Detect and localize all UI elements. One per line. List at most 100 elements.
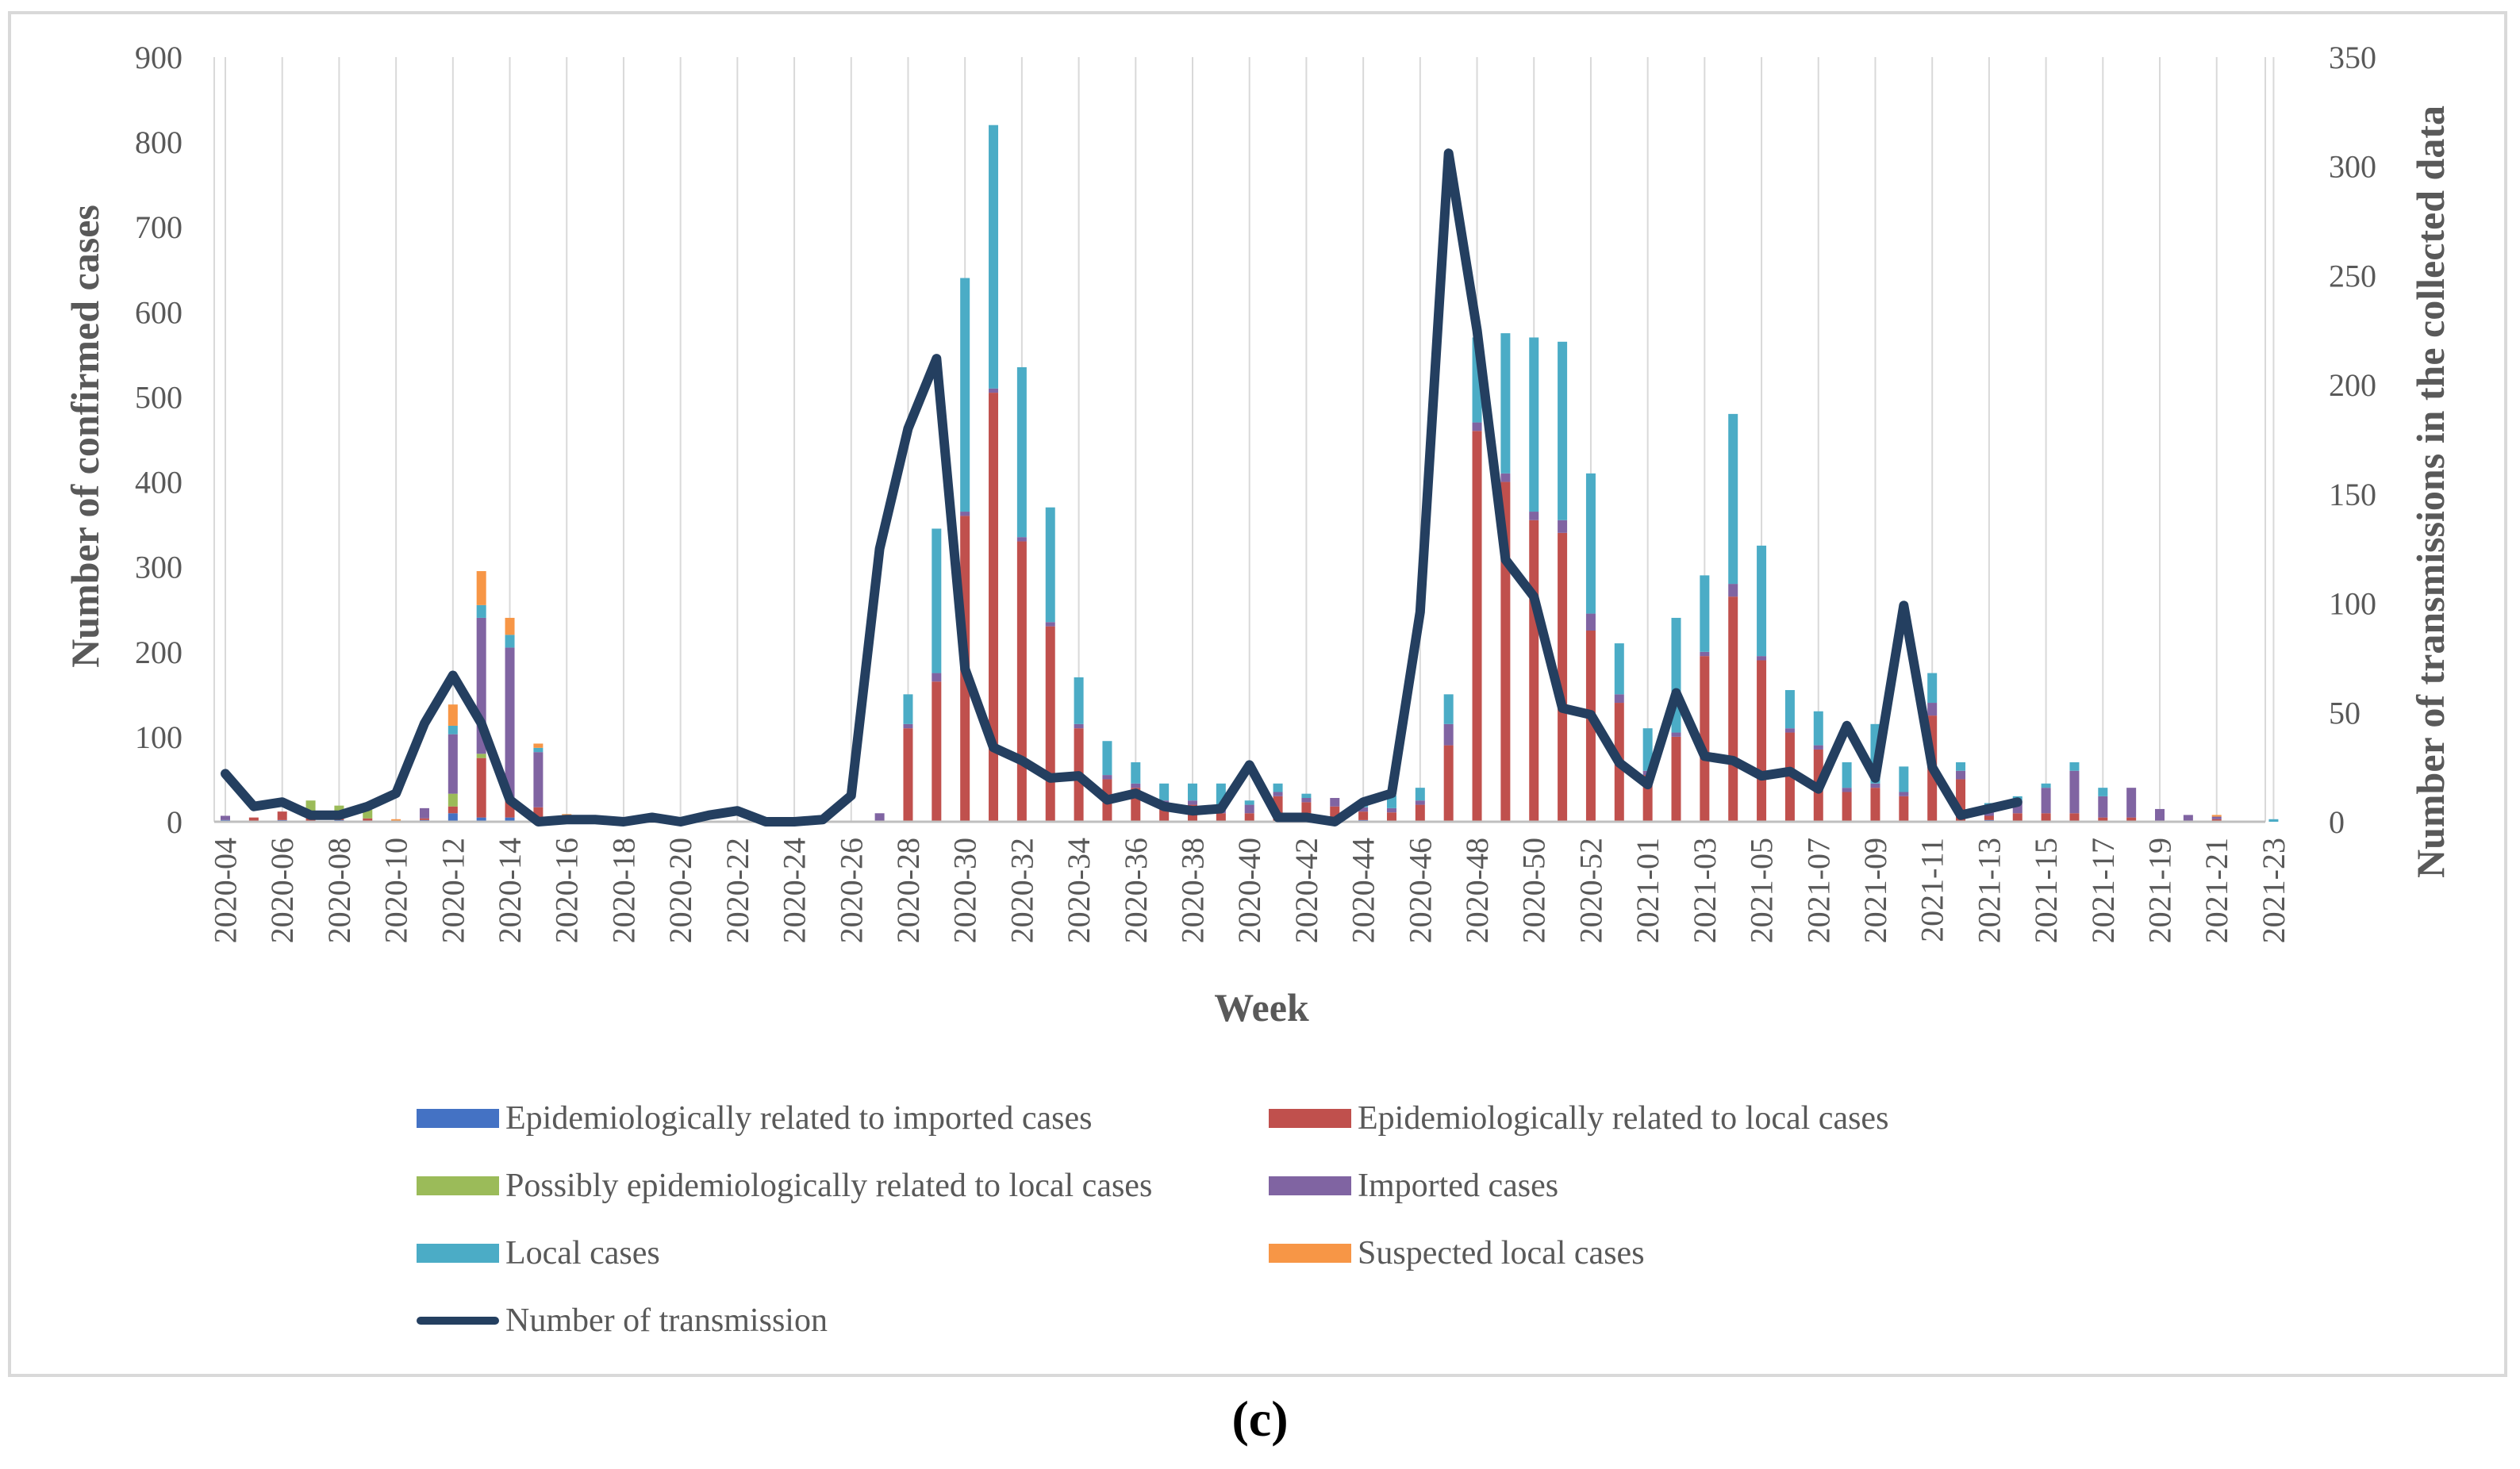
- bar-segment: [391, 819, 401, 821]
- x-tick-label: 2021-21: [2199, 838, 2234, 943]
- bar-segment: [448, 806, 458, 814]
- bar-segment: [1074, 677, 1084, 724]
- legend-item-possibly-epi: Possibly epidemiologically related to lo…: [417, 1162, 1152, 1210]
- y-right-tick-label: 0: [2329, 804, 2345, 840]
- bar-segment: [1244, 800, 1254, 805]
- bar-segment: [1131, 783, 1141, 788]
- bar-segment: [1443, 745, 1454, 822]
- bar-segment: [1614, 694, 1624, 704]
- bar-segment: [903, 694, 913, 724]
- figure-caption: (c): [1231, 1390, 1289, 1447]
- bar-segment: [1899, 792, 1909, 796]
- bar-segment: [1899, 796, 1909, 822]
- bar-segment: [476, 604, 486, 618]
- bar-segment: [989, 125, 999, 389]
- bar-segment: [874, 813, 885, 822]
- bar-segment: [932, 673, 942, 682]
- y-right-tick-label: 250: [2329, 258, 2376, 293]
- bar-segment: [277, 811, 287, 820]
- bar-segment: [2155, 808, 2165, 822]
- x-tick-label: 2020-28: [890, 838, 926, 943]
- bar-segment: [533, 743, 544, 748]
- bar-segment: [1244, 813, 1254, 822]
- y-left-tick-label: 400: [135, 465, 182, 501]
- bar-segment: [448, 704, 458, 726]
- y-axis-right-title: Number of transmissions in the collected…: [2408, 105, 2453, 878]
- legend-swatch: [417, 1109, 499, 1128]
- bar-segment: [2098, 788, 2108, 796]
- x-tick-label: 2020-30: [947, 838, 983, 943]
- bar-segment: [2041, 813, 2051, 822]
- bar-segment: [476, 817, 486, 822]
- bar-segment: [1472, 431, 1482, 822]
- bar-segment: [448, 813, 458, 822]
- bar-segment: [533, 747, 544, 753]
- bar-segment: [1984, 815, 1994, 820]
- bar-segment: [363, 818, 373, 821]
- legend-label: Number of transmission: [505, 1302, 828, 1339]
- bar-segment: [989, 393, 999, 823]
- y-right-tick-label: 50: [2329, 695, 2361, 731]
- bar-segment: [1358, 811, 1369, 820]
- y-left-tick-label: 700: [135, 209, 182, 245]
- bar-segment: [1585, 631, 1596, 822]
- x-axis-title: Week: [1214, 985, 1309, 1030]
- x-tick-label: 2020-20: [663, 838, 698, 943]
- bar-segment: [476, 758, 486, 818]
- x-tick-label: 2021-07: [1800, 838, 1836, 943]
- y-right-tick-label: 200: [2329, 367, 2376, 403]
- bar-segment: [2268, 819, 2279, 822]
- y-left-tick-label: 100: [135, 719, 182, 755]
- x-tick-label: 2020-16: [549, 838, 585, 943]
- legend-swatch: [1269, 1109, 1351, 1128]
- legend-swatch: [1269, 1244, 1351, 1263]
- bar-segment: [1558, 520, 1568, 533]
- bar-segment: [1614, 643, 1624, 695]
- bar-segment: [505, 817, 515, 822]
- bar-segment: [2041, 783, 2051, 788]
- y-right-tick-label: 100: [2329, 586, 2376, 622]
- bar-segment: [1016, 366, 1027, 538]
- bar-segment: [1016, 537, 1027, 542]
- bar-segment: [505, 617, 515, 635]
- y-right-tick-label: 150: [2329, 477, 2376, 512]
- legend-item-epi-local: Epidemiologically related to local cases: [1269, 1095, 1888, 1142]
- bar-segment: [1472, 422, 1482, 431]
- bar-segment: [903, 723, 913, 729]
- bar-segment: [1301, 793, 1312, 799]
- x-tick-label: 2021-11: [1915, 838, 1950, 942]
- bar-segment: [248, 817, 259, 822]
- bar-segment: [419, 807, 429, 819]
- bar-segment: [1045, 622, 1055, 627]
- bar-segment: [1728, 413, 1738, 585]
- legend-item-suspected: Suspected local cases: [1269, 1229, 1645, 1277]
- legend-label: Possibly epidemiologically related to lo…: [505, 1168, 1153, 1204]
- bar-segment: [1671, 732, 1681, 737]
- x-tick-label: 2021-01: [1630, 838, 1665, 943]
- bar-segment: [1558, 341, 1568, 520]
- bar-segment: [1842, 762, 1852, 788]
- bar-segment: [932, 528, 942, 673]
- x-tick-label: 2021-15: [2028, 838, 2064, 943]
- bar-segment: [1757, 656, 1767, 661]
- bar-segment: [2098, 796, 2108, 818]
- bar-segment: [1956, 762, 1966, 771]
- bar-segment: [1301, 798, 1312, 803]
- x-tick-label: 2020-32: [1004, 838, 1039, 943]
- bar-segment: [1500, 473, 1511, 482]
- bar-segment: [1757, 660, 1767, 822]
- bar-segment: [2211, 819, 2222, 822]
- bar-segment: [989, 388, 999, 393]
- x-tick-label: 2021-05: [1744, 838, 1780, 943]
- bar-segment: [1074, 723, 1084, 729]
- bar-segment: [448, 734, 458, 794]
- x-tick-label: 2020-24: [777, 838, 812, 943]
- x-tick-label: 2021-09: [1857, 838, 1893, 943]
- bar-segment: [1529, 520, 1539, 822]
- legend-swatch: [417, 1176, 499, 1195]
- legend-swatch: [1269, 1176, 1351, 1195]
- bar-segment: [1927, 673, 1938, 704]
- bar-segment: [505, 647, 515, 801]
- bar-segment: [533, 752, 544, 807]
- bar-segment: [448, 725, 458, 734]
